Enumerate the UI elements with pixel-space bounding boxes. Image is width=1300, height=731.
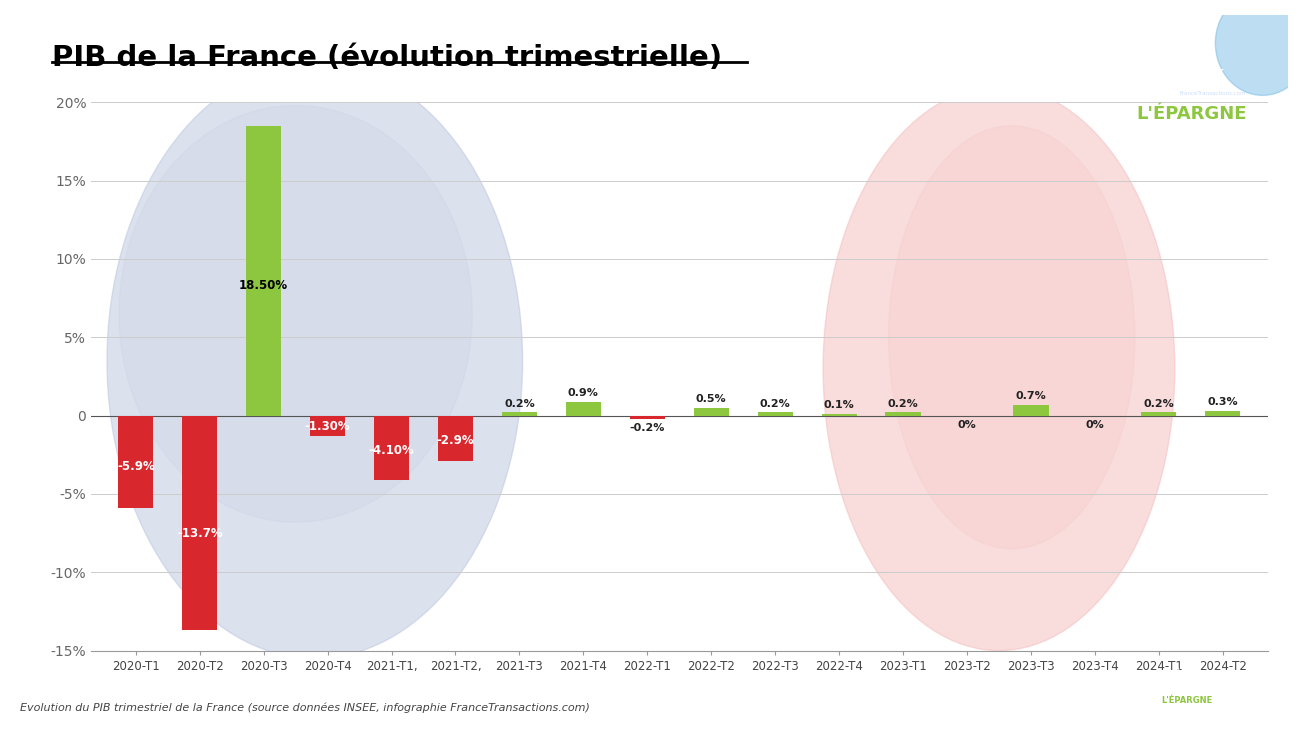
Bar	[309, 416, 346, 436]
Text: PIB de la France (évolution trimestrielle): PIB de la France (évolution trimestriell…	[52, 44, 722, 72]
Bar	[629, 416, 664, 419]
Text: 0.1%: 0.1%	[824, 400, 854, 410]
Bar	[1141, 412, 1177, 416]
Text: -13.7%: -13.7%	[177, 527, 222, 540]
Text: 18.50%: 18.50%	[239, 279, 289, 292]
Bar	[694, 408, 729, 416]
Bar	[566, 401, 601, 416]
Text: 0%: 0%	[1086, 420, 1104, 430]
Text: de: de	[1101, 105, 1112, 114]
Bar	[502, 412, 537, 416]
Text: 0.7%: 0.7%	[1015, 391, 1046, 401]
Bar	[438, 416, 473, 461]
Bar	[246, 126, 281, 416]
Text: -1.30%: -1.30%	[304, 420, 351, 433]
Text: 0.2%: 0.2%	[1144, 398, 1174, 409]
Text: -2.9%: -2.9%	[437, 434, 474, 447]
Circle shape	[1216, 0, 1300, 95]
Text: Guide: Guide	[1152, 31, 1210, 49]
Bar	[758, 412, 793, 416]
Text: L'ÉPARGNE: L'ÉPARGNE	[1136, 105, 1247, 123]
Text: 0.9%: 0.9%	[568, 387, 599, 398]
Text: 0.2%: 0.2%	[504, 398, 534, 409]
Text: INDÉPENDANT: INDÉPENDANT	[1139, 69, 1223, 79]
Text: L'ÉPARGNE: L'ÉPARGNE	[1161, 696, 1213, 705]
Bar	[374, 416, 410, 480]
Text: 0%: 0%	[958, 420, 976, 430]
Text: 0.3%: 0.3%	[1208, 397, 1238, 407]
Ellipse shape	[120, 105, 472, 522]
Text: INDÉPENDANT: INDÉPENDANT	[1167, 682, 1206, 687]
Text: 0.5%: 0.5%	[696, 394, 727, 404]
Text: -5.9%: -5.9%	[117, 460, 155, 473]
Text: FranceTransactions.com: FranceTransactions.com	[1180, 91, 1247, 96]
Text: le Guide: le Guide	[1174, 667, 1200, 672]
Bar	[822, 414, 857, 416]
Text: 0.2%: 0.2%	[759, 398, 790, 409]
Bar	[1205, 411, 1240, 416]
Text: -0.2%: -0.2%	[629, 423, 666, 433]
Bar	[885, 412, 920, 416]
Text: le: le	[1134, 31, 1143, 41]
Bar	[1013, 405, 1049, 416]
Bar	[118, 416, 153, 508]
Text: Evolution du PIB trimestriel de la France (source données INSEE, infographie Fra: Evolution du PIB trimestriel de la Franc…	[20, 702, 589, 713]
Ellipse shape	[823, 87, 1175, 651]
Text: 0.2%: 0.2%	[888, 398, 918, 409]
Ellipse shape	[889, 126, 1135, 549]
Ellipse shape	[107, 63, 523, 659]
Text: -4.10%: -4.10%	[369, 444, 415, 458]
Bar	[182, 416, 217, 630]
